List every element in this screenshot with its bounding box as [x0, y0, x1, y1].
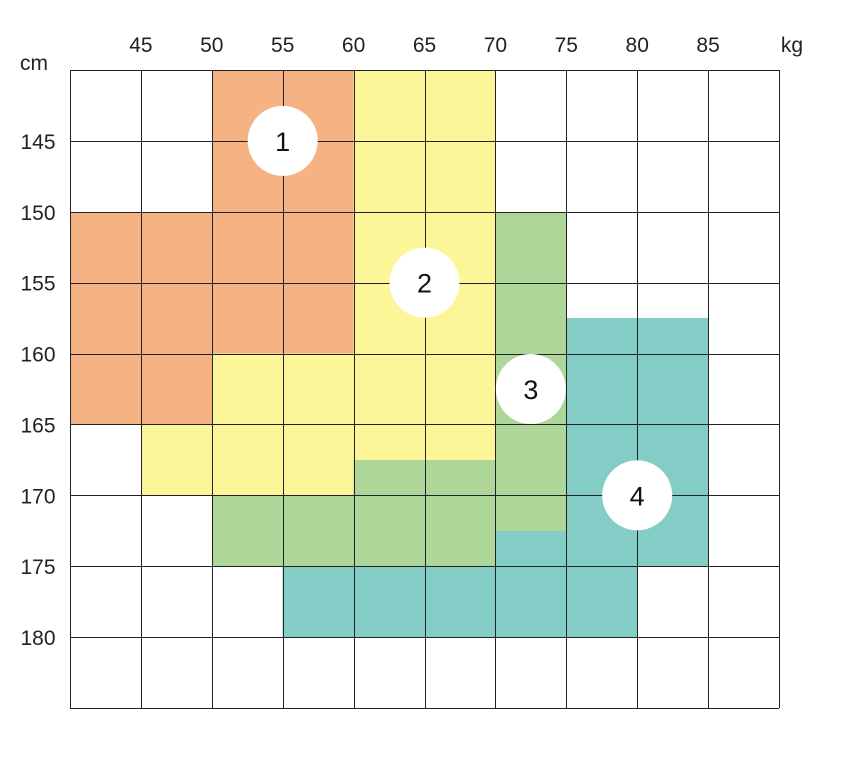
zone-2-cell-1: [211, 353, 496, 425]
grid-layer: [70, 70, 780, 709]
zone-3-cell-1: [353, 459, 496, 496]
x-tick-label: 65: [413, 34, 436, 57]
x-tick-label: 60: [342, 34, 365, 57]
zone-4-cell-1: [495, 530, 567, 567]
zone-2-marker: [389, 247, 460, 318]
zone-3-marker: [495, 354, 566, 424]
x-tick-label: 50: [200, 34, 223, 57]
zone-4-cell-2: [282, 566, 638, 638]
zone-4-label: 4: [630, 481, 645, 511]
y-tick-label: 170: [20, 485, 55, 508]
y-tick-label: 175: [20, 556, 55, 579]
y-tick-label: 160: [20, 344, 55, 367]
zone-2-cell-2: [140, 424, 354, 496]
y-tick-label: 180: [20, 627, 55, 650]
zone-1-cell-1: [70, 211, 354, 354]
zones-layer: [70, 70, 709, 638]
zone-3-cell-2: [211, 495, 496, 567]
x-tick-label: 45: [129, 34, 152, 57]
x-tick-label: 55: [271, 34, 294, 57]
y-tick-label: 165: [20, 414, 55, 437]
zone-2-cell-3: [353, 424, 496, 460]
zone-1-cell-2: [70, 353, 212, 425]
zone-labels-layer: 1 2 3 4: [247, 105, 673, 531]
x-unit-label: kg: [781, 34, 803, 57]
zone-1-marker: [247, 105, 318, 176]
y-unit-label: cm: [20, 52, 48, 75]
y-tick-label: 155: [20, 273, 55, 296]
zone-4-marker: [602, 460, 673, 531]
y-tick-label: 150: [20, 202, 55, 225]
x-tick-label: 85: [696, 34, 719, 57]
y-tick-label: 145: [20, 131, 55, 154]
zone-2-label: 2: [417, 269, 432, 299]
axis-layer: kg cm 45 50 55 60 65 70 75 80 85 145 150 155 160 165 1…: [20, 34, 803, 650]
x-tick-label: 80: [626, 34, 649, 57]
x-tick-label: 75: [555, 34, 578, 57]
zone-1-label: 1: [275, 127, 290, 157]
zone-3-label: 3: [523, 375, 538, 405]
x-tick-label: 70: [484, 34, 507, 57]
